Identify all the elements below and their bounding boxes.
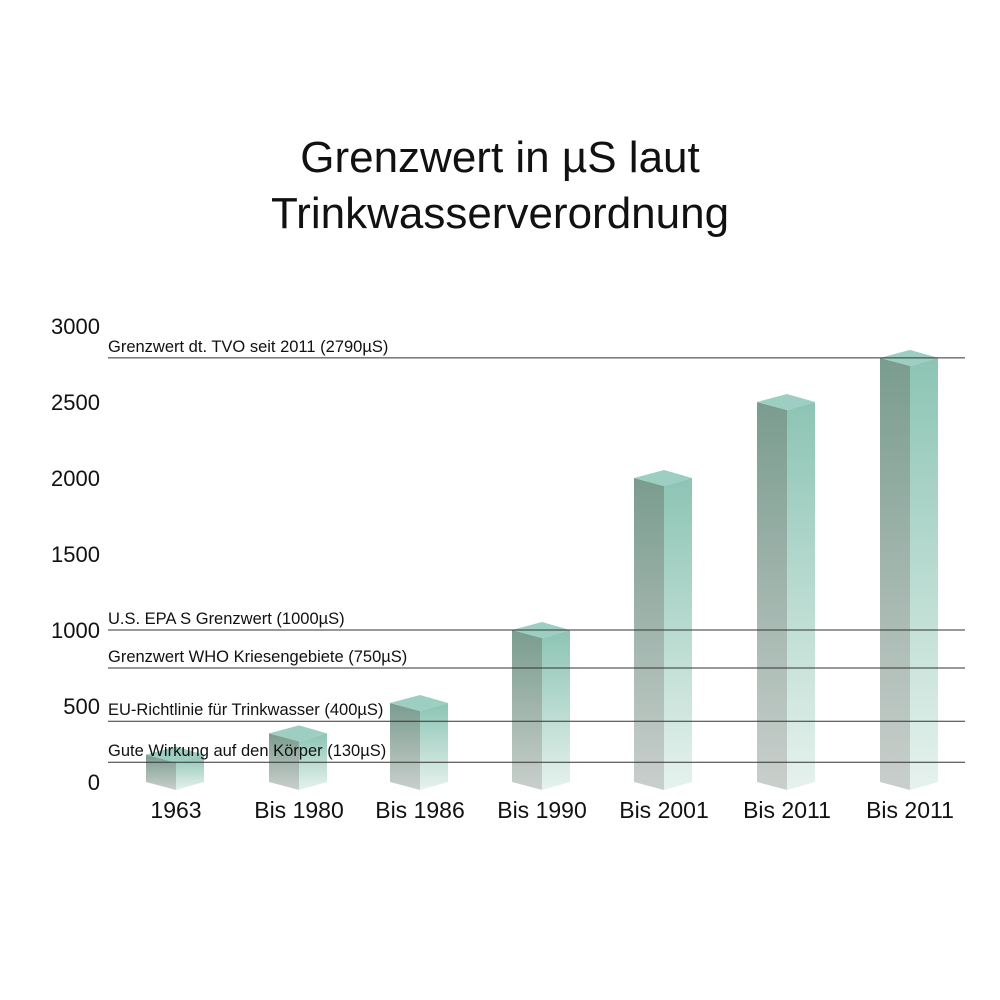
x-category-label: Bis 2011 [743,797,831,823]
reference-lines-group: Grenzwert dt. TVO seit 2011 (2790µS) U.S.… [108,338,965,763]
x-category-label: Bis 2011 [866,797,954,823]
y-tick-label: 2000 [51,466,100,491]
bar-top-face [390,694,448,711]
x-axis: 1963 Bis 1980 Bis 1986 Bis 1990 Bis 2001 Bis … [150,797,953,823]
bar-side-face [787,402,815,790]
bar-front-face [880,357,910,790]
reference-line-label: Grenzwert WHO Kriesengebiete (750µS) [108,648,407,666]
bar-front-face [634,478,664,790]
bar-top-face [634,470,692,486]
bar-side-face [420,702,448,790]
y-axis: 0 500 1000 1500 2000 2500 3000 [51,314,100,795]
bar-side-face [299,733,327,790]
bar [269,725,327,790]
y-tick-label: 2500 [51,390,100,415]
reference-line-label: Gute Wirkung auf den Körper (130µS) [108,742,386,760]
chart-title: Grenzwert in µS laut Trinkwasserverordnu… [0,130,1000,242]
bar-front-face [390,702,420,790]
reference-line-label: Grenzwert dt. TVO seit 2011 (2790µS) [108,338,388,356]
reference-line-label: U.S. EPA S Grenzwert (1000µS) [108,610,345,628]
bar [512,622,570,790]
bar [390,694,448,790]
bar [757,394,815,790]
x-category-label: 1963 [150,797,201,823]
bar-top-face [146,746,204,763]
bar-front-face [757,402,787,790]
y-tick-label: 3000 [51,314,100,339]
y-tick-label: 1500 [51,542,100,567]
bar-side-face [910,357,938,790]
bar-front-face [512,630,542,790]
bar [634,470,692,790]
chart-title-line-1: Grenzwert in µS laut [300,133,700,182]
bar-top-face [757,394,815,410]
x-category-label: Bis 1990 [497,797,587,823]
x-category-label: Bis 2001 [619,797,709,823]
bar [146,746,204,790]
bar-top-face [269,725,327,742]
bars-group [146,349,938,790]
bar-front-face [146,754,176,790]
bar [880,349,938,790]
bar-side-face [542,630,570,790]
x-category-label: Bis 1986 [375,797,465,823]
chart-title-line-2: Trinkwasserverordnung [270,189,730,238]
x-category-label: Bis 1980 [254,797,344,823]
bar-side-face [176,754,204,790]
y-tick-label: 500 [63,694,100,719]
y-tick-label: 0 [88,770,100,795]
bar-side-face [664,478,692,790]
y-tick-label: 1000 [51,618,100,643]
reference-line-label: EU-Richtlinie für Trinkwasser (400µS) [108,701,383,719]
bar-front-face [269,733,299,790]
